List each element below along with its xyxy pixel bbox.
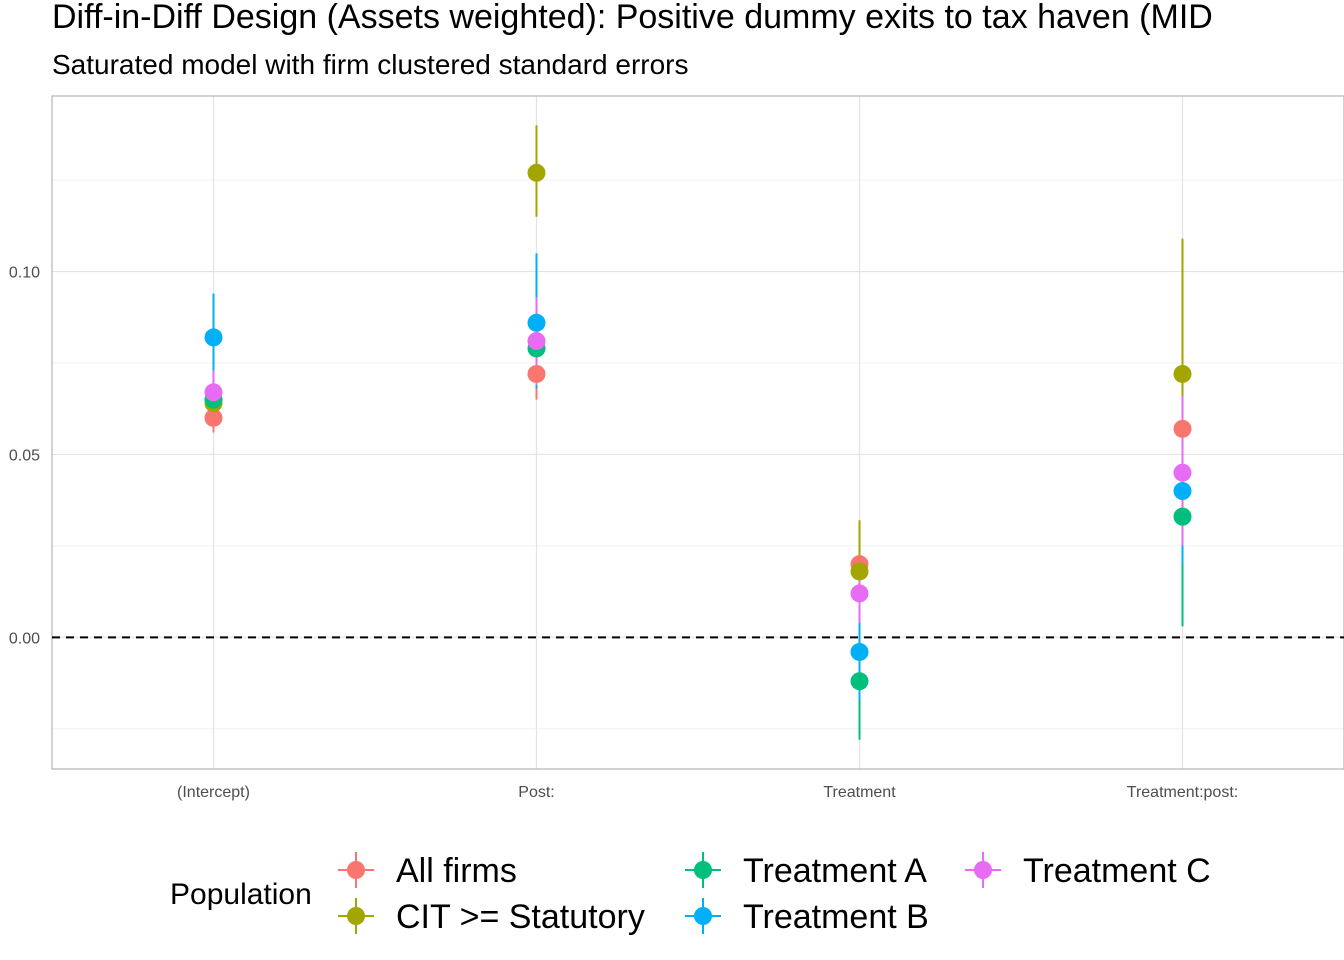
point-4-0 bbox=[204, 383, 223, 402]
legend-key-point-2 bbox=[694, 861, 712, 879]
legend-label-2: Treatment A bbox=[743, 852, 927, 890]
chart-title: Diff-in-Diff Design (Assets weighted): P… bbox=[52, 0, 1213, 36]
legend-key-point-3 bbox=[694, 907, 712, 925]
point-3-3 bbox=[1173, 482, 1192, 501]
point-1-2 bbox=[850, 562, 869, 581]
x-tick-label-0: (Intercept) bbox=[177, 784, 250, 801]
point-1-1 bbox=[527, 163, 546, 182]
y-tick-label-0: 0.00 bbox=[9, 630, 40, 647]
legend-key-point-0 bbox=[347, 861, 365, 879]
legend-label-1: CIT >= Statutory bbox=[396, 898, 645, 936]
point-0-0 bbox=[204, 408, 223, 427]
y-tick-label-1: 0.05 bbox=[9, 447, 40, 464]
point-0-1 bbox=[527, 364, 546, 383]
legend-key-point-4 bbox=[974, 861, 992, 879]
panel-border bbox=[51, 95, 1344, 770]
legend: Population All firms CIT >= Statutory Trea… bbox=[170, 852, 1211, 936]
legend-title: Population bbox=[170, 878, 312, 911]
y-tick-label-2: 0.10 bbox=[9, 265, 40, 282]
point-3-0 bbox=[204, 328, 223, 347]
point-1-3 bbox=[1173, 364, 1192, 383]
point-4-1 bbox=[527, 332, 546, 351]
point-0-3 bbox=[1173, 419, 1192, 438]
legend-key-point-1 bbox=[347, 907, 365, 925]
legend-label-4: Treatment C bbox=[1023, 852, 1211, 890]
chart-subtitle: Saturated model with firm clustered stan… bbox=[52, 49, 689, 80]
point-2-3 bbox=[1173, 507, 1192, 526]
x-tick-label-2: Treatment bbox=[823, 784, 896, 801]
x-tick-label-3: Treatment:post: bbox=[1127, 784, 1238, 801]
point-4-3 bbox=[1173, 463, 1192, 482]
x-tick-label-1: Post: bbox=[518, 784, 554, 801]
point-3-1 bbox=[527, 313, 546, 332]
legend-label-3: Treatment B bbox=[743, 898, 929, 936]
point-4-2 bbox=[850, 584, 869, 603]
plot-area: 0.00 0.05 0.10 (Intercept) Post: Treatment Tre… bbox=[9, 95, 1344, 801]
point-2-2 bbox=[850, 672, 869, 691]
legend-label-0: All firms bbox=[396, 852, 517, 890]
point-3-2 bbox=[850, 642, 869, 661]
